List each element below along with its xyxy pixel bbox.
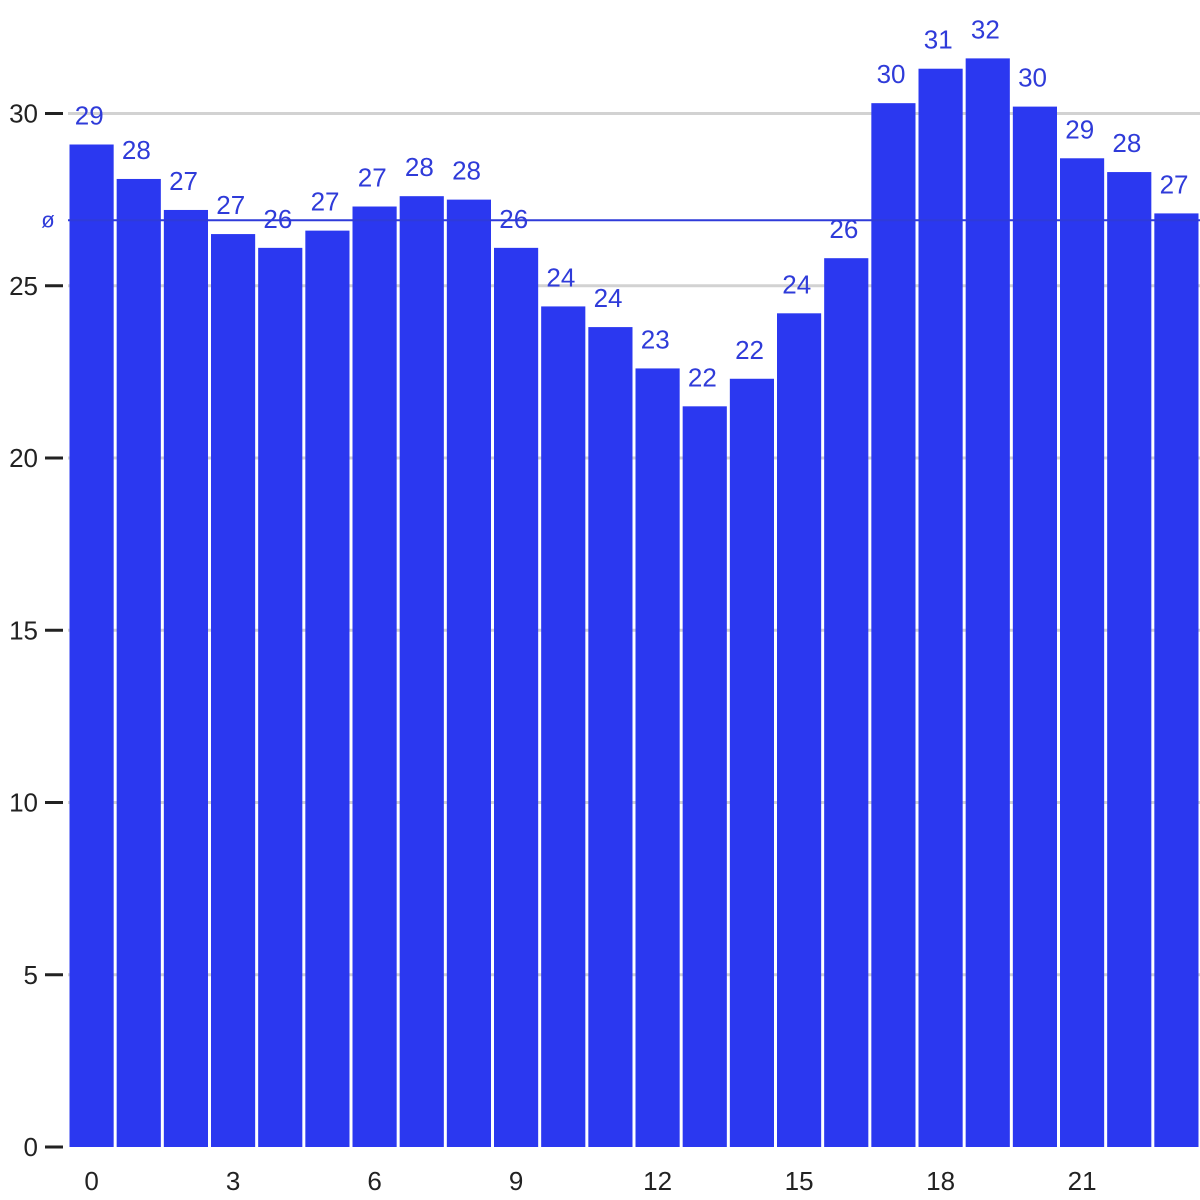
- bar-data-label-2: 27: [169, 166, 198, 196]
- bar-4: [258, 247, 303, 1148]
- y-tick-label-30: 30: [9, 99, 38, 129]
- bar-data-label-10: 24: [546, 262, 575, 292]
- bar-data-label-4: 26: [263, 204, 292, 234]
- bar-data-label-9: 26: [499, 204, 528, 234]
- bar-data-label-19: 32: [971, 14, 1000, 44]
- bar-data-label-1: 28: [122, 135, 151, 165]
- bar-6: [352, 206, 397, 1147]
- bar-22: [1107, 172, 1152, 1147]
- bar-data-label-7: 28: [405, 152, 434, 182]
- bar-18: [918, 68, 963, 1148]
- bar-15: [777, 313, 822, 1147]
- x-tick-label-21: 21: [1068, 1166, 1097, 1196]
- y-tick-label-25: 25: [9, 271, 38, 301]
- y-tick-label-15: 15: [9, 615, 38, 645]
- x-tick-label-15: 15: [785, 1166, 814, 1196]
- y-tick-label-20: 20: [9, 443, 38, 473]
- bar-11: [588, 327, 633, 1148]
- y-axis: 0 5 10 15 20 25 30: [9, 99, 63, 1162]
- average-label: ø: [41, 207, 54, 232]
- x-tick-label-12: 12: [643, 1166, 672, 1196]
- bar-2: [163, 209, 208, 1147]
- bar-data-label-17: 30: [877, 59, 906, 89]
- bars: [69, 58, 1199, 1148]
- bar-12: [635, 368, 680, 1147]
- bar-3: [211, 234, 256, 1147]
- y-tick-label-0: 0: [24, 1132, 38, 1162]
- bar-data-label-15: 24: [782, 269, 811, 299]
- bar-5: [305, 230, 350, 1147]
- bar-13: [682, 406, 727, 1147]
- bar-8: [446, 199, 491, 1147]
- bar-7: [399, 196, 444, 1147]
- bar-data-label-3: 27: [216, 190, 245, 220]
- bar-data-label-5: 27: [311, 187, 340, 217]
- bar-16: [824, 258, 869, 1147]
- x-tick-label-9: 9: [509, 1166, 523, 1196]
- bar-data-label-0: 29: [75, 101, 104, 131]
- bar-data-labels: 29 28 27 27 26 27 27 28 28 26 24 24 23 22 22 24 26 30 31 32…: [75, 14, 1189, 392]
- bar-data-label-20: 30: [1018, 63, 1047, 93]
- bar-10: [541, 306, 586, 1147]
- bar-data-label-14: 22: [735, 335, 764, 365]
- bar-data-label-21: 29: [1065, 114, 1094, 144]
- bar-0: [69, 144, 114, 1147]
- x-tick-label-0: 0: [84, 1166, 98, 1196]
- bar-data-label-13: 22: [688, 362, 717, 392]
- grid-lines: [68, 112, 1200, 977]
- bar-1: [116, 178, 161, 1147]
- bar-data-label-16: 26: [829, 214, 858, 244]
- bar-21: [1060, 158, 1105, 1147]
- bar-data-label-8: 28: [452, 156, 481, 186]
- bar-data-label-23: 27: [1160, 169, 1189, 199]
- x-tick-label-18: 18: [926, 1166, 955, 1196]
- bar-9: [494, 247, 539, 1148]
- bar-19: [965, 58, 1010, 1147]
- bar-23: [1154, 213, 1199, 1147]
- x-axis: 0 3 6 9 12 15 18 21: [84, 1166, 1096, 1196]
- bar-data-label-11: 24: [594, 283, 623, 313]
- bar-data-label-18: 31: [924, 25, 953, 55]
- bar-17: [871, 103, 916, 1147]
- bar-data-label-22: 28: [1112, 128, 1141, 158]
- x-tick-label-3: 3: [226, 1166, 240, 1196]
- y-tick-label-5: 5: [24, 960, 38, 990]
- bar-data-label-12: 23: [641, 324, 670, 354]
- bar-data-label-6: 27: [358, 163, 387, 193]
- x-tick-label-6: 6: [367, 1166, 381, 1196]
- bar-14: [729, 378, 774, 1147]
- bar-20: [1012, 106, 1057, 1148]
- average-line-group: ø: [41, 207, 1200, 232]
- y-tick-label-10: 10: [9, 788, 38, 818]
